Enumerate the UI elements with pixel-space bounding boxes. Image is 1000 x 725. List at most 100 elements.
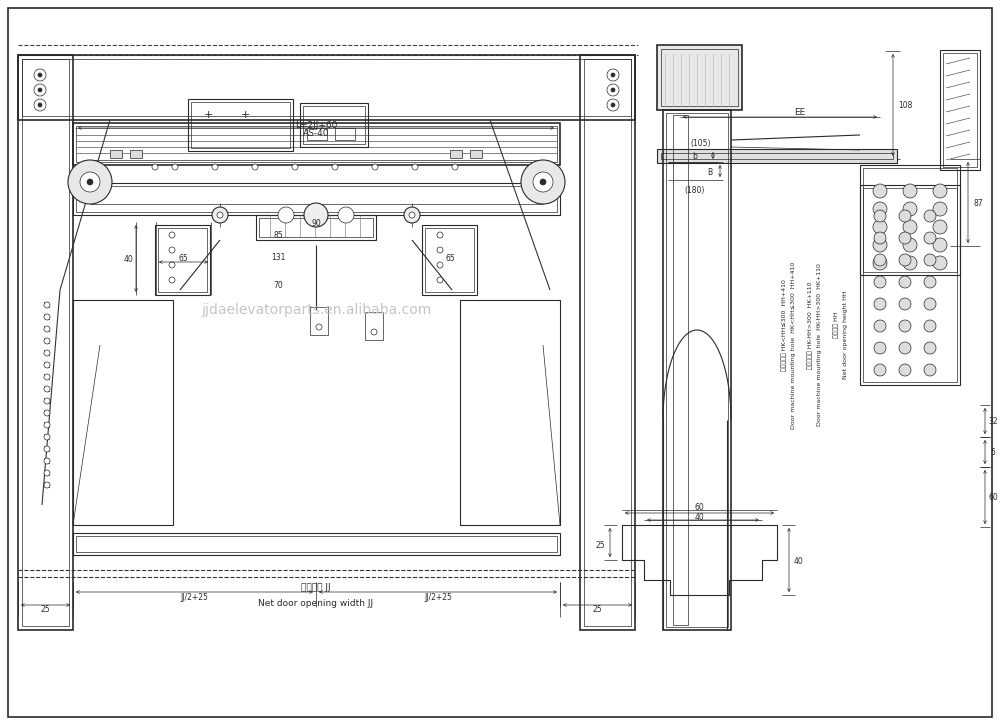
Circle shape [34,84,46,96]
Circle shape [607,99,619,111]
Bar [661,49,738,106]
Circle shape [899,254,911,266]
Circle shape [873,256,887,270]
Bar [73,123,560,165]
Circle shape [169,277,175,283]
Text: 65: 65 [445,254,455,262]
Bar [76,536,557,552]
Circle shape [44,398,50,404]
Text: Door machine mounting hole  HK<HH≤300  HH+410: Door machine mounting hole HK<HH≤300 HH+… [792,262,796,428]
Circle shape [607,84,619,96]
Circle shape [903,202,917,216]
Text: 5: 5 [991,447,995,457]
Circle shape [169,232,175,238]
Circle shape [412,164,418,170]
Bar [661,153,893,159]
Bar [76,186,557,212]
Bar [73,533,560,555]
Bar [860,165,960,275]
Text: 25: 25 [40,605,50,615]
Circle shape [152,164,158,170]
Circle shape [874,254,886,266]
Circle shape [873,238,887,252]
Circle shape [409,212,415,218]
Circle shape [87,179,93,185]
Circle shape [437,277,443,283]
Circle shape [34,99,46,111]
Circle shape [80,172,100,192]
Bar [580,55,635,630]
Bar [158,228,207,292]
Text: 40: 40 [794,558,804,566]
Circle shape [371,329,377,335]
Circle shape [924,364,936,376]
Text: 85: 85 [273,231,283,239]
Text: 87: 87 [973,199,983,207]
Circle shape [38,88,42,92]
Text: 60: 60 [695,502,704,512]
Text: Net door opening width JJ: Net door opening width JJ [258,599,374,608]
Bar [18,55,73,630]
Bar [259,218,373,237]
Text: 净开门高 HH: 净开门高 HH [833,312,839,339]
Text: 108: 108 [898,101,912,109]
Text: 40: 40 [695,513,704,521]
Circle shape [540,179,546,185]
Bar [860,185,960,385]
Circle shape [44,422,50,428]
Circle shape [874,276,886,288]
Text: 净开门宽 JJ: 净开门宽 JJ [301,582,331,592]
Circle shape [873,202,887,216]
Circle shape [437,262,443,268]
Circle shape [44,434,50,440]
Circle shape [924,320,936,332]
Circle shape [217,212,223,218]
Circle shape [44,482,50,488]
Circle shape [44,374,50,380]
Circle shape [607,69,619,81]
Circle shape [611,88,615,92]
Bar [307,128,327,140]
Bar [943,53,977,167]
Text: 25: 25 [592,605,602,615]
Circle shape [924,342,936,354]
Circle shape [44,302,50,308]
Circle shape [332,164,338,170]
Text: (180): (180) [685,186,705,194]
Circle shape [212,164,218,170]
Bar [76,126,557,162]
Bar [130,150,142,158]
Text: Door machine mounting hole  HK-HH>300  HK+110: Door machine mounting hole HK-HH>300 HK+… [818,264,822,426]
Circle shape [533,172,553,192]
Bar [73,183,560,215]
Text: 65: 65 [178,254,188,262]
Bar [22,59,69,626]
Bar [940,50,980,170]
Circle shape [34,69,46,81]
Circle shape [44,326,50,332]
Circle shape [874,210,886,222]
Circle shape [873,220,887,234]
Circle shape [44,446,50,452]
Text: Net door opening height HH: Net door opening height HH [844,291,848,379]
Bar [256,215,376,240]
Text: EE: EE [794,107,806,117]
Text: JJ/2+25: JJ/2+25 [424,592,452,602]
Circle shape [933,220,947,234]
Circle shape [44,338,50,344]
Circle shape [404,207,420,223]
Circle shape [899,276,911,288]
Bar [863,188,957,382]
Circle shape [924,232,936,244]
Bar [188,99,293,151]
Circle shape [933,238,947,252]
Text: JJ/2+25: JJ/2+25 [180,592,208,602]
Circle shape [44,410,50,416]
Circle shape [172,164,178,170]
Text: 40: 40 [123,254,133,263]
Circle shape [304,203,328,227]
Circle shape [903,184,917,198]
Bar [365,312,383,340]
Circle shape [924,210,936,222]
Circle shape [903,220,917,234]
